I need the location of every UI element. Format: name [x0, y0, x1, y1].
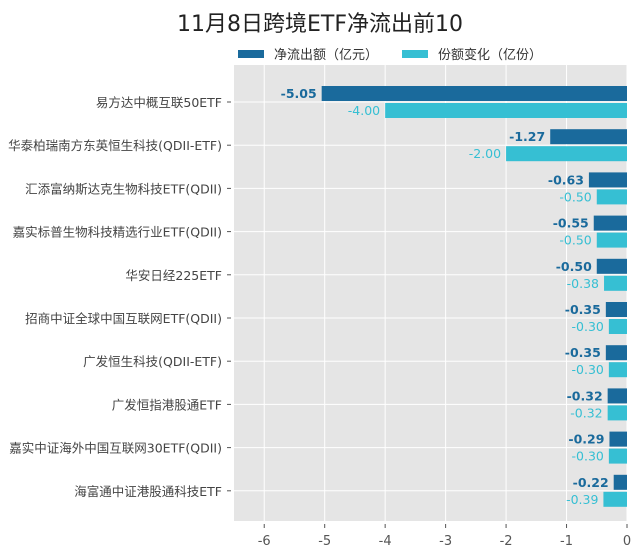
legend-swatch [238, 49, 264, 58]
y-tick-label: 嘉实标普生物科技精选行业ETF(QDII) [13, 225, 222, 240]
legend-item-share-change: 份额变化（亿份） [402, 44, 542, 63]
data-label: -0.55 [553, 216, 589, 231]
legend-label: 净流出额（亿元） [274, 48, 379, 63]
data-label: -0.35 [565, 345, 601, 360]
y-tick-label: 华安日经225ETF [125, 268, 222, 283]
data-label: -0.50 [559, 233, 591, 248]
bar [321, 86, 627, 101]
bar [607, 405, 627, 421]
y-tick-label: 广发恒指港股通ETF [112, 397, 222, 412]
y-tick-label: 海富通中证港股通科技ETF [74, 484, 222, 499]
bar [608, 362, 627, 378]
legend: 净流出额（亿元） 份额变化（亿份） [238, 44, 542, 63]
y-tick-label: 广发恒生科技(QDII-ETF) [83, 354, 222, 369]
y-tick-label: 嘉实中证海外中国互联网30ETF(QDII) [9, 441, 222, 456]
y-tick-label: 易方达中概互联50ETF [96, 95, 222, 110]
x-tick-label: -6 [258, 534, 271, 549]
bar [596, 232, 627, 248]
x-tick-label: -2 [500, 534, 513, 549]
data-label: -0.30 [572, 449, 604, 464]
bar [596, 258, 627, 274]
data-label: -4.00 [348, 103, 380, 118]
bar [604, 275, 627, 291]
bar [603, 491, 627, 507]
x-tick-label: -1 [560, 534, 573, 549]
bar [607, 388, 627, 404]
bar [506, 146, 627, 162]
bar [588, 172, 627, 188]
data-label: -0.63 [548, 172, 584, 187]
chart-title: 11月8日跨境ETF净流出前10 [177, 12, 463, 37]
data-label: -0.50 [556, 259, 592, 274]
bar [593, 215, 627, 231]
bar [550, 129, 627, 145]
y-tick-label: 招商中证全球中国互联网ETF(QDII) [25, 311, 222, 326]
bar [605, 302, 627, 317]
x-tick-label: -5 [318, 534, 331, 549]
bar [608, 448, 627, 464]
bar [605, 345, 627, 361]
x-tick-label: -4 [379, 534, 392, 549]
data-label: -0.30 [572, 319, 604, 334]
data-label: -0.30 [572, 362, 604, 377]
data-label: -0.22 [573, 475, 609, 490]
bar [609, 431, 627, 447]
legend-item-net-outflow: 净流出额（亿元） [238, 44, 378, 63]
x-tick-label: -3 [439, 534, 452, 549]
data-label: -0.32 [567, 388, 603, 403]
data-label: -0.39 [566, 492, 598, 507]
data-label: -0.32 [570, 405, 602, 420]
x-tick-label: 0 [623, 534, 631, 549]
data-label: -1.27 [509, 129, 545, 144]
y-tick-label: 汇添富纳斯达克生物科技ETF(QDII) [25, 181, 222, 196]
data-label: -0.50 [559, 189, 591, 204]
bar [608, 319, 627, 334]
bar [385, 103, 627, 118]
legend-label: 份额变化（亿份） [438, 48, 543, 63]
data-label: -0.38 [567, 276, 599, 291]
data-label: -5.05 [281, 86, 317, 101]
data-label: -0.35 [565, 302, 601, 317]
data-label: -2.00 [469, 146, 501, 161]
y-tick-label: 华泰柏瑞南方东英恒生科技(QDII-ETF) [8, 138, 222, 153]
bar [596, 189, 627, 205]
legend-swatch [402, 49, 429, 58]
bar [613, 474, 627, 490]
data-label: -0.29 [568, 432, 604, 447]
